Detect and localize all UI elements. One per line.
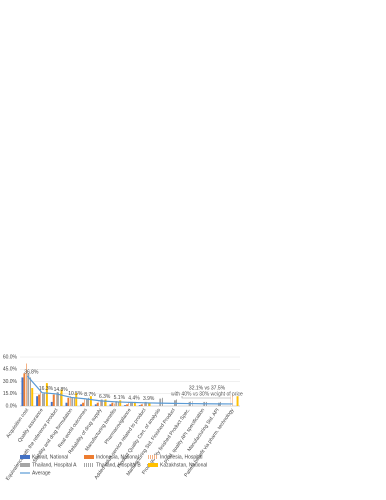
- average-line: [26, 375, 233, 405]
- bar: [94, 404, 97, 406]
- bar: [138, 405, 141, 406]
- legend-label: Thailand, Hospital A: [32, 462, 77, 468]
- bar: [23, 373, 26, 406]
- data-label: 10.5%: [68, 391, 83, 397]
- data-label: 5.1%: [114, 395, 126, 401]
- annotation: with 40% vs 30% weight of price: [171, 391, 243, 397]
- data-label: 8.7%: [84, 392, 96, 398]
- bar: [148, 402, 151, 406]
- bar: [67, 397, 70, 406]
- bar: [69, 396, 72, 406]
- y-tick-label: 0.0%: [6, 403, 18, 409]
- bar: [142, 402, 145, 406]
- bar: [87, 397, 90, 406]
- bar: [80, 404, 83, 406]
- legend-label: Indonesia, National: [96, 454, 139, 460]
- legend-label: Kazakhstan, National: [160, 462, 207, 468]
- y-tick-label: 30.0%: [3, 379, 18, 385]
- legend-label: Indonesia, Hospital: [160, 454, 203, 460]
- legend-swatch: [84, 455, 94, 459]
- bar: [100, 399, 103, 406]
- bar: [109, 404, 112, 406]
- bar: [133, 401, 136, 406]
- y-tick-label: 60.0%: [3, 354, 18, 360]
- bar: [117, 401, 120, 406]
- bar: [43, 392, 46, 406]
- annotation: 32.1% vs 37.5%: [189, 385, 226, 391]
- bar: [29, 377, 32, 406]
- data-label: 6.3%: [99, 394, 111, 400]
- bar: [52, 394, 55, 406]
- legend-label: Kuwait, National: [32, 454, 68, 460]
- bar: [124, 405, 127, 406]
- legend-swatch: [20, 455, 30, 459]
- legend-swatch: [84, 463, 94, 467]
- bar: [130, 401, 132, 406]
- bar: [54, 393, 57, 406]
- legend-swatch: [148, 463, 158, 467]
- data-label: 4.4%: [128, 396, 140, 402]
- bar: [144, 401, 147, 406]
- bar: [128, 401, 130, 406]
- legend-label: Average: [32, 470, 51, 476]
- bar: [146, 402, 149, 406]
- bar: [60, 389, 63, 406]
- bar: [126, 404, 129, 406]
- bar: [102, 400, 105, 406]
- bar: [65, 402, 68, 406]
- bar: [84, 399, 86, 406]
- data-label: 36.8%: [24, 369, 39, 375]
- bar: [104, 399, 107, 406]
- bar: [75, 392, 78, 406]
- bar: [73, 397, 76, 406]
- bar: [89, 396, 92, 406]
- bar: [82, 402, 85, 406]
- bar: [113, 403, 116, 406]
- bar: [131, 401, 134, 406]
- bar: [25, 363, 28, 406]
- bar: [159, 398, 162, 406]
- bar: [31, 388, 34, 406]
- bar: [98, 401, 101, 406]
- bar: [161, 397, 164, 406]
- y-tick-label: 45.0%: [3, 367, 18, 373]
- y-tick-label: 15.0%: [3, 391, 18, 397]
- data-label: 3.9%: [143, 396, 155, 402]
- bar: [50, 401, 53, 406]
- legend-swatch: [20, 463, 30, 467]
- bar: [140, 404, 143, 406]
- bar: [58, 392, 61, 406]
- bar: [40, 389, 42, 406]
- bar: [71, 397, 74, 406]
- bar: [115, 401, 118, 406]
- bar: [119, 400, 122, 406]
- bar: [86, 398, 88, 406]
- bar: [38, 394, 41, 406]
- bar: [111, 402, 114, 406]
- data-label: 16.3%: [39, 386, 54, 392]
- bar: [236, 396, 239, 406]
- bar: [96, 402, 99, 406]
- bar: [36, 396, 39, 406]
- legend-label: Thailand, Hospital B: [96, 462, 141, 468]
- legend-swatch: [148, 455, 158, 459]
- data-label: 14.8%: [54, 387, 69, 393]
- bar: [21, 377, 24, 406]
- bar: [56, 392, 59, 406]
- bar: [175, 399, 178, 406]
- bar: [45, 383, 48, 406]
- bar: [27, 373, 30, 406]
- bar: [42, 393, 44, 406]
- bar: [230, 395, 233, 406]
